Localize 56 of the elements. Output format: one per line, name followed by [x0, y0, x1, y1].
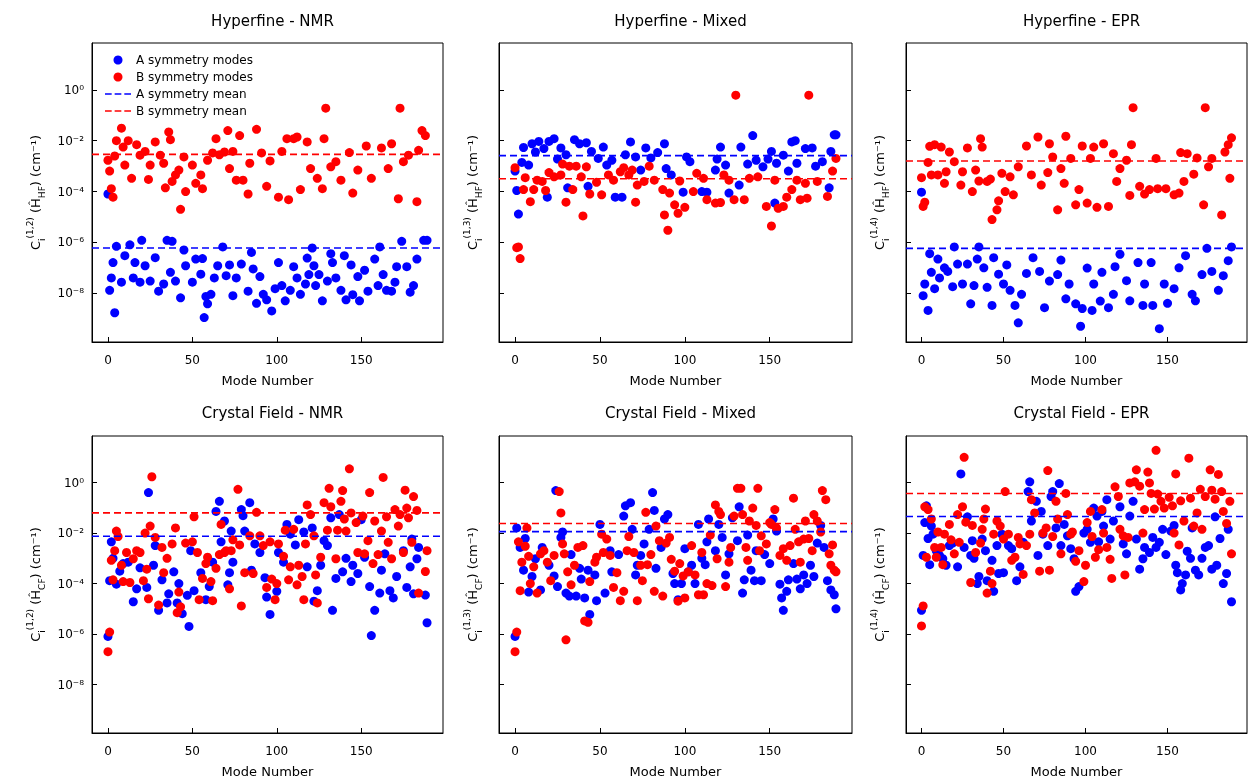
chart-title: Crystal Field - NMR [201, 403, 344, 422]
y-axis-title: Ci(1,2) (ĤHF) (cm⁻¹) [24, 134, 47, 251]
x-tick-label: 0 [917, 353, 926, 367]
y-tick-label: 10⁻⁶ [57, 235, 85, 250]
x-tick-label: 100 [265, 744, 289, 758]
x-tick-label: 50 [592, 744, 608, 758]
x-tick-label: 150 [758, 744, 782, 758]
legend-label: A symmetry modes [136, 53, 253, 67]
x-axis-title: Mode Number [221, 373, 315, 388]
x-tick-label: 50 [184, 744, 201, 758]
x-tick-label: 50 [184, 353, 201, 367]
legend-label: A symmetry mean [136, 87, 247, 101]
x-axis-title: Mode Number [221, 764, 315, 779]
y-tick-label: 10⁻⁸ [57, 677, 85, 692]
x-tick-label: 100 [673, 744, 697, 758]
x-tick-label: 50 [592, 353, 608, 367]
x-tick-label: 100 [1074, 353, 1097, 367]
chart-title: Hyperfine - EPR [1022, 11, 1141, 30]
chart-title: Hyperfine - Mixed [614, 11, 747, 30]
x-tick-label: 100 [265, 353, 289, 367]
y-tick-label: 10⁻⁶ [57, 627, 85, 642]
x-tick-label: 0 [104, 353, 112, 367]
x-tick-label: 0 [511, 744, 519, 758]
chart-title: Hyperfine - NMR [211, 11, 334, 30]
y-axis-title: Ci(1,3) (ĤHF) (cm⁻¹) [461, 134, 484, 251]
x-tick-label: 0 [104, 744, 112, 758]
x-tick-label: 100 [673, 353, 697, 367]
x-tick-label: 150 [758, 353, 782, 367]
x-tick-label: 150 [1156, 744, 1179, 758]
x-tick-label: 0 [917, 744, 926, 758]
y-axis-title: Ci(1,2) (ĤCF) (cm⁻¹) [24, 527, 47, 642]
y-tick-label: 10⁻² [57, 526, 85, 541]
y-axis-title: Ci(1,4) (ĤHF) (cm⁻¹) [868, 134, 891, 251]
legend-label: B symmetry modes [136, 70, 253, 84]
y-axis-title: Ci(1,3) (ĤCF) (cm⁻¹) [461, 527, 484, 642]
x-tick-label: 150 [1156, 353, 1179, 367]
x-tick-label: 50 [995, 744, 1012, 758]
y-tick-label: 10⁻⁴ [57, 184, 85, 199]
x-tick-label: 150 [349, 744, 373, 758]
x-tick-label: 100 [1074, 744, 1097, 758]
chart-title: Crystal Field - Mixed [604, 403, 757, 422]
y-tick-label: 10⁻² [57, 133, 85, 148]
chart-title: Crystal Field - EPR [1013, 403, 1150, 422]
x-tick-label: 50 [995, 353, 1012, 367]
x-axis-title: Mode Number [1030, 373, 1124, 388]
x-axis-title: Mode Number [1030, 764, 1124, 779]
x-tick-label: 0 [511, 353, 519, 367]
x-tick-label: 150 [349, 353, 373, 367]
y-tick-label: 10⁻⁴ [57, 576, 85, 591]
legend-label: B symmetry mean [136, 104, 247, 118]
y-tick-label: 10⁰ [63, 475, 85, 490]
y-tick-label: 10⁰ [63, 82, 85, 97]
x-axis-title: Mode Number [629, 764, 723, 779]
x-axis-title: Mode Number [629, 373, 723, 388]
y-tick-label: 10⁻⁸ [57, 286, 85, 301]
y-axis-title: Ci(1,4) (ĤCF) (cm⁻¹) [868, 527, 891, 642]
